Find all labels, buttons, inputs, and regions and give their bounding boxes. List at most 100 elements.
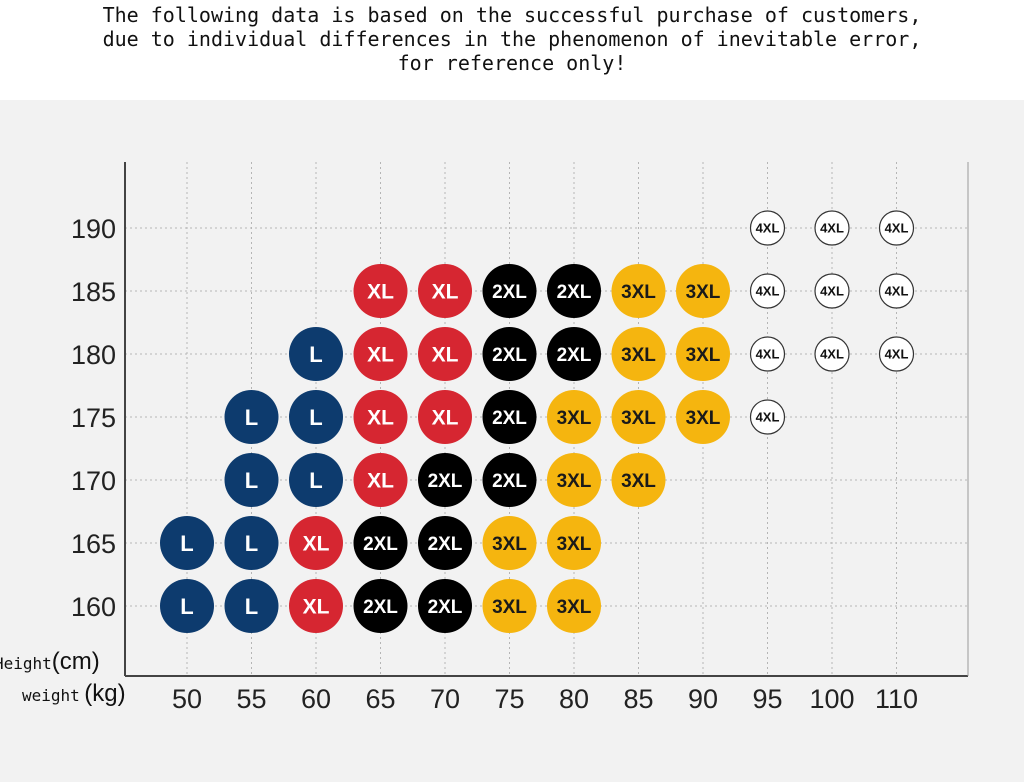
size-badge-circle bbox=[611, 327, 666, 381]
size-badge: L bbox=[160, 516, 214, 570]
size-badge-circle bbox=[224, 579, 279, 633]
size-badge-circle bbox=[418, 264, 472, 318]
size-badge: 2XL bbox=[482, 390, 537, 444]
size-badge-circle bbox=[418, 516, 472, 570]
size-badge-circle bbox=[353, 453, 408, 507]
size-badge-circle bbox=[814, 273, 850, 309]
size-badge: 3XL bbox=[547, 390, 601, 444]
x-axis-title-unit: (kg) bbox=[84, 680, 126, 707]
size-badge: 3XL bbox=[676, 327, 730, 381]
size-badge-circle bbox=[224, 516, 279, 570]
size-badge: 3XL bbox=[676, 264, 730, 318]
x-tick-label: 50 bbox=[172, 684, 202, 714]
size-badge: 2XL bbox=[418, 579, 472, 633]
size-badge-label: L bbox=[309, 342, 322, 367]
size-badge-circle bbox=[418, 453, 472, 507]
size-badge: 3XL bbox=[611, 264, 666, 318]
x-tick-label: 70 bbox=[430, 684, 460, 714]
size-badge-circle bbox=[878, 273, 915, 309]
y-tick-label: 165 bbox=[71, 529, 116, 559]
size-badge-label: 2XL bbox=[363, 597, 398, 618]
size-badge-label: 3XL bbox=[686, 282, 721, 303]
size-badge-label: 4XL bbox=[820, 284, 844, 299]
size-badge-circle bbox=[547, 390, 601, 444]
size-badge: XL bbox=[418, 390, 472, 444]
size-badge-label: L bbox=[309, 405, 322, 430]
x-tick-label: 55 bbox=[236, 684, 266, 714]
size-badge-circle bbox=[353, 516, 408, 570]
size-badge: 3XL bbox=[611, 453, 666, 507]
size-badge-circle bbox=[160, 579, 214, 633]
size-badge-circle bbox=[482, 264, 537, 318]
size-badge-label: 3XL bbox=[557, 534, 592, 555]
size-badge: L bbox=[289, 390, 343, 444]
y-tick-label: 160 bbox=[71, 592, 116, 622]
size-badge-label: 2XL bbox=[492, 282, 527, 303]
y-axis-title: Height(cm) bbox=[0, 648, 100, 676]
size-badge-label: 4XL bbox=[885, 221, 909, 236]
size-badge-label: 3XL bbox=[621, 345, 656, 366]
x-tick-label: 60 bbox=[301, 684, 331, 714]
size-badge-label: 4XL bbox=[756, 410, 780, 425]
size-badge-circle bbox=[749, 273, 786, 309]
size-badge: 2XL bbox=[418, 453, 472, 507]
size-badge-circle bbox=[611, 264, 666, 318]
size-badge: XL bbox=[418, 327, 472, 381]
size-badge: 2XL bbox=[547, 264, 601, 318]
size-badge-label: 3XL bbox=[557, 408, 592, 429]
size-badge: 4XL bbox=[814, 210, 850, 246]
size-badge-label: 4XL bbox=[820, 221, 844, 236]
size-badge-label: 3XL bbox=[621, 282, 656, 303]
size-badge-label: L bbox=[245, 468, 258, 493]
size-chart-panel: 190 185 180 175 170 165 160 50 55 60 65 70 75 80 85 90 9… bbox=[0, 100, 1024, 782]
size-badge-label: 4XL bbox=[885, 284, 909, 299]
size-badge: 2XL bbox=[482, 453, 537, 507]
size-badge: 4XL bbox=[749, 273, 786, 309]
y-axis-title-name: Height bbox=[0, 654, 52, 673]
size-badge-circle bbox=[676, 390, 730, 444]
size-badge-circle bbox=[482, 579, 537, 633]
size-badge-label: 2XL bbox=[492, 471, 527, 492]
size-badge: XL bbox=[289, 516, 343, 570]
y-tick-label: 175 bbox=[71, 403, 116, 433]
size-badge-circle bbox=[878, 210, 915, 246]
y-tick-label: 170 bbox=[71, 466, 116, 496]
size-badge-circle bbox=[353, 579, 408, 633]
size-badge-circle bbox=[749, 210, 786, 246]
x-axis-title-name: weight bbox=[22, 686, 80, 705]
size-badge: 4XL bbox=[878, 336, 915, 372]
size-badge-label: L bbox=[245, 531, 258, 556]
size-badge-circle bbox=[289, 453, 343, 507]
size-badge-circle bbox=[289, 579, 343, 633]
size-badge: 2XL bbox=[353, 579, 408, 633]
size-badge: 2XL bbox=[482, 264, 537, 318]
size-badge-circle bbox=[353, 327, 408, 381]
size-badge-circle bbox=[676, 327, 730, 381]
size-badge-circle bbox=[353, 264, 408, 318]
size-badge-label: L bbox=[245, 594, 258, 619]
size-badge: 3XL bbox=[482, 579, 537, 633]
size-badge-label: 3XL bbox=[621, 408, 656, 429]
size-badge-circle bbox=[749, 399, 786, 435]
size-badge: L bbox=[289, 327, 343, 381]
y-axis-title-unit: (cm) bbox=[51, 648, 100, 675]
size-badge: L bbox=[224, 579, 279, 633]
x-axis-title: weight (kg) bbox=[22, 680, 126, 708]
size-badge: 4XL bbox=[878, 273, 915, 309]
size-badge: 4XL bbox=[749, 210, 786, 246]
size-badge-label: 4XL bbox=[756, 347, 780, 362]
size-chart: 190 185 180 175 170 165 160 50 55 60 65 70 75 80 85 90 9… bbox=[71, 162, 969, 714]
size-badge-circle bbox=[482, 453, 537, 507]
x-tick-label: 65 bbox=[365, 684, 395, 714]
size-badge: 3XL bbox=[611, 327, 666, 381]
size-badge-circle bbox=[289, 327, 343, 381]
size-badge-label: 2XL bbox=[428, 597, 463, 618]
size-badge-label: XL bbox=[303, 596, 330, 619]
size-badge-circle bbox=[289, 390, 343, 444]
size-badge-circle bbox=[482, 327, 537, 381]
size-badge-label: 3XL bbox=[686, 345, 721, 366]
size-badge: XL bbox=[353, 453, 408, 507]
size-badge-label: L bbox=[180, 531, 193, 556]
size-badge-label: XL bbox=[367, 344, 394, 367]
size-badge: 4XL bbox=[749, 336, 786, 372]
